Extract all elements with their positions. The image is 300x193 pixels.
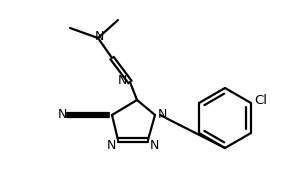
Text: N: N	[118, 74, 127, 86]
Text: Cl: Cl	[254, 95, 267, 108]
Text: N: N	[158, 108, 167, 120]
Text: N: N	[94, 30, 104, 42]
Text: N: N	[57, 108, 67, 122]
Text: N: N	[106, 139, 116, 152]
Text: N: N	[150, 139, 159, 152]
